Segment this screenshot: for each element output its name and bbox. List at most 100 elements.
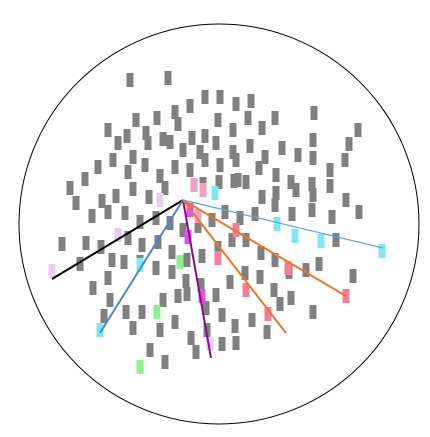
gray-marker — [242, 233, 250, 247]
gray-marker — [58, 237, 66, 251]
gray-marker — [154, 235, 162, 249]
gray-marker — [341, 153, 349, 167]
gray-marker — [278, 141, 286, 155]
gray-marker — [156, 169, 164, 183]
gray-marker — [328, 210, 336, 224]
lavender-marker — [48, 264, 56, 278]
green-marker — [136, 360, 144, 374]
gray-marker — [272, 186, 280, 200]
gray-marker — [121, 206, 129, 220]
gray-marker — [89, 281, 97, 295]
lavender-marker — [114, 228, 122, 242]
gray-marker — [183, 287, 191, 301]
gray-marker — [229, 145, 237, 159]
gray-marker — [152, 261, 160, 275]
pink-marker — [199, 183, 207, 197]
gray-marker — [94, 160, 102, 174]
salmon-marker — [232, 223, 240, 237]
gray-marker — [309, 188, 317, 202]
gray-marker — [263, 325, 271, 339]
gray-marker — [258, 121, 266, 135]
lavender-marker — [206, 337, 214, 351]
gray-marker — [355, 205, 363, 219]
gray-marker — [114, 136, 122, 150]
gray-marker — [109, 153, 117, 167]
gray-marker — [272, 168, 280, 182]
gray-marker — [302, 263, 310, 277]
gray-marker — [216, 158, 224, 172]
pink-marker — [190, 178, 198, 192]
magenta-marker — [184, 230, 192, 244]
gray-marker — [292, 183, 300, 197]
gray-marker — [168, 245, 176, 259]
gray-marker — [129, 182, 137, 196]
gray-marker — [230, 174, 238, 188]
gray-marker — [187, 331, 195, 345]
gray-marker — [271, 253, 279, 267]
cyan-marker — [291, 229, 299, 243]
cyan-marker — [136, 258, 144, 272]
purple-ray — [182, 199, 212, 359]
orange-ray — [182, 199, 287, 334]
gray-marker — [144, 136, 152, 150]
cyan-marker — [96, 323, 104, 337]
gray-marker — [82, 236, 90, 250]
salmon-marker — [284, 261, 292, 275]
gray-marker — [308, 177, 316, 191]
gray-marker — [179, 143, 187, 157]
gray-marker — [255, 161, 263, 175]
gray-marker — [120, 255, 128, 269]
gray-marker — [247, 94, 255, 108]
gray-marker — [197, 278, 205, 292]
gray-marker — [174, 289, 182, 303]
gray-marker — [229, 123, 237, 137]
gray-marker — [196, 145, 204, 159]
gray-marker — [234, 173, 242, 187]
gray-marker — [108, 253, 116, 267]
gray-marker — [129, 150, 137, 164]
gray-marker — [232, 336, 240, 350]
gray-marker — [221, 205, 229, 219]
gray-marker — [186, 163, 194, 177]
cyan-marker — [273, 217, 281, 231]
gray-marker — [315, 257, 323, 271]
gray-marker — [141, 158, 149, 172]
gray-marker — [271, 111, 279, 125]
salmon-marker — [264, 307, 272, 321]
gray-marker — [166, 135, 174, 149]
gray-marker — [294, 148, 302, 162]
gray-marker — [123, 129, 131, 143]
gray-marker — [232, 97, 240, 111]
gray-marker — [287, 291, 295, 305]
gray-marker — [241, 266, 249, 280]
lightblue-ray — [182, 199, 384, 249]
gray-marker — [287, 175, 295, 189]
gray-marker — [166, 216, 174, 230]
gray-marker — [354, 123, 362, 137]
gray-marker — [226, 275, 234, 289]
gray-marker — [309, 151, 317, 165]
gray-marker — [98, 194, 106, 208]
gray-marker — [81, 172, 89, 186]
ray-group — [51, 199, 384, 359]
gray-marker — [159, 293, 167, 307]
gray-marker — [310, 106, 318, 120]
gray-marker — [214, 241, 222, 255]
gray-marker — [202, 301, 210, 315]
cyan-marker — [211, 186, 219, 200]
gray-marker — [192, 345, 200, 359]
gray-marker — [122, 305, 130, 319]
gray-marker — [218, 337, 226, 351]
gray-marker — [198, 249, 206, 263]
gray-marker — [242, 175, 250, 189]
gray-marker — [72, 196, 80, 210]
gray-marker — [138, 305, 146, 319]
gray-marker — [261, 150, 269, 164]
gray-marker — [174, 117, 182, 131]
gray-marker — [161, 181, 169, 195]
gray-marker — [179, 223, 187, 237]
orange-ray — [182, 199, 347, 297]
gray-marker — [66, 181, 74, 195]
gray-marker — [145, 190, 153, 204]
gray-marker — [218, 308, 226, 322]
